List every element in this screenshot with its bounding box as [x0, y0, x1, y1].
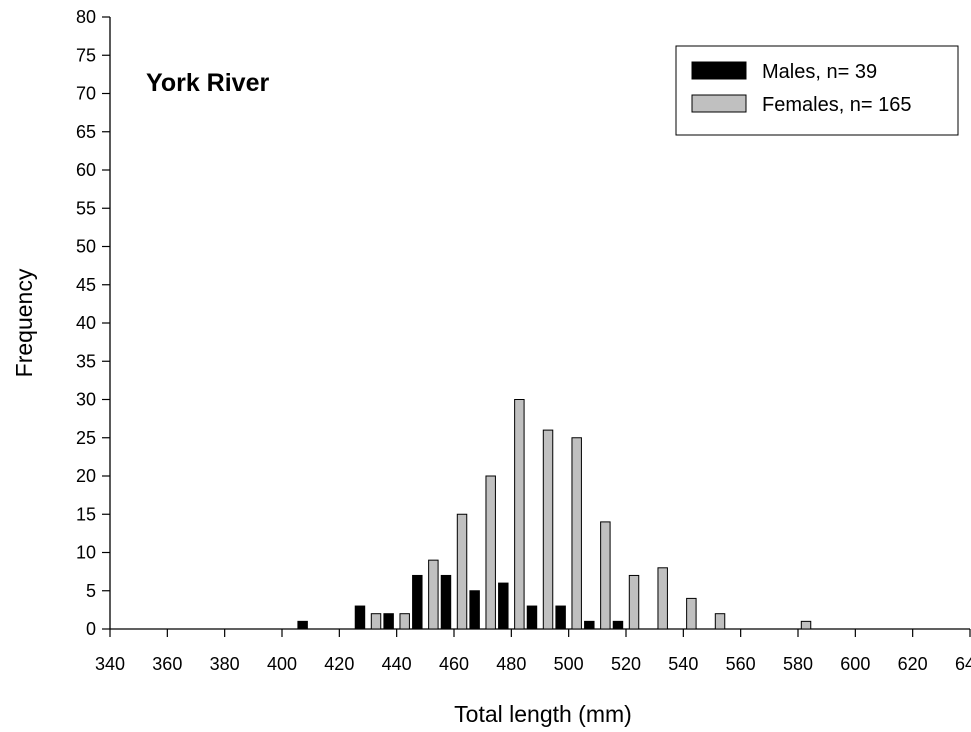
bar-females [800, 620, 812, 630]
bar-females [600, 521, 611, 630]
bar-females [686, 597, 697, 630]
y-tick-label: 45 [76, 275, 96, 295]
x-tick-label: 400 [267, 654, 297, 674]
y-tick-label: 15 [76, 504, 96, 524]
x-tick-label: 440 [382, 654, 412, 674]
legend-label-females: Females, n= 165 [762, 94, 912, 116]
x-tick-label: 420 [324, 654, 354, 674]
legend-swatch-females [691, 94, 747, 113]
bar-males [440, 574, 452, 630]
bar-females [628, 574, 640, 630]
y-axis-title: Frequency [11, 268, 37, 377]
x-tick-label: 340 [95, 654, 125, 674]
y-tick-label: 25 [76, 428, 96, 448]
y-tick-label: 50 [76, 237, 96, 257]
y-tick-label: 30 [76, 390, 96, 410]
legend-box [675, 45, 959, 136]
bar-males [584, 620, 595, 630]
x-axis-title: Total length (mm) [454, 701, 632, 727]
bar-males [412, 574, 423, 630]
bar-females [428, 559, 439, 630]
y-tick-label: 35 [76, 351, 96, 371]
y-tick-label: 60 [76, 160, 96, 180]
bar-females [456, 513, 468, 630]
y-tick-label: 5 [86, 581, 96, 601]
y-tick-label: 40 [76, 313, 96, 333]
y-tick-label: 65 [76, 122, 96, 142]
bar-females [571, 437, 582, 630]
x-tick-label: 480 [496, 654, 526, 674]
bar-females [514, 399, 525, 630]
y-tick-label: 10 [76, 543, 96, 563]
y-tick-label: 55 [76, 198, 96, 218]
x-tick-label: 500 [554, 654, 584, 674]
y-tick-label: 0 [86, 619, 96, 639]
bar-females [399, 613, 410, 630]
bar-males [354, 605, 366, 630]
legend-swatch-males [691, 61, 747, 80]
x-tick-label: 560 [726, 654, 756, 674]
bar-males [555, 605, 566, 630]
x-tick-label: 380 [210, 654, 240, 674]
y-tick-label: 80 [76, 7, 96, 27]
bar-females [714, 613, 726, 630]
legend-label-males: Males, n= 39 [762, 61, 877, 83]
bar-males [383, 613, 394, 630]
x-tick-label: 580 [783, 654, 813, 674]
y-tick-label: 20 [76, 466, 96, 486]
bar-males [297, 620, 308, 630]
x-tick-label: 620 [898, 654, 928, 674]
x-tick-label: 640 [955, 654, 971, 674]
y-tick-label: 70 [76, 84, 96, 104]
bar-females [657, 567, 668, 630]
x-tick-label: 460 [439, 654, 469, 674]
x-tick-label: 540 [668, 654, 698, 674]
bar-males [526, 605, 538, 630]
bar-females [542, 429, 554, 630]
bar-males [469, 590, 480, 630]
legend: Males, n= 39 Females, n= 165 [675, 45, 959, 136]
chart-title: York River [146, 69, 269, 97]
bar-males [498, 582, 509, 630]
bar-males [612, 620, 624, 630]
y-tick-label: 75 [76, 45, 96, 65]
bar-females [370, 613, 382, 630]
x-tick-label: 360 [152, 654, 182, 674]
x-tick-label: 520 [611, 654, 641, 674]
bar-females [485, 475, 496, 630]
x-tick-label: 600 [840, 654, 870, 674]
